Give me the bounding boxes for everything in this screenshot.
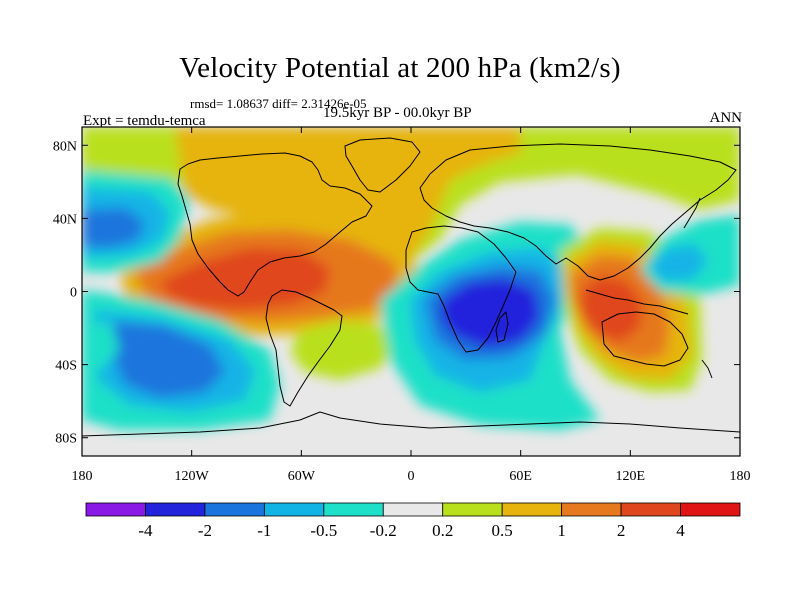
layer-north-pacific-neg-1: [82, 208, 145, 248]
colorbar-label: 4: [676, 521, 685, 540]
plot-title: Velocity Potential at 200 hPa (km2/s): [179, 52, 621, 84]
coast-madagascar: [495, 311, 509, 343]
layer-west-atlantic-neg: [82, 320, 120, 370]
coast-eurasia: [419, 143, 737, 281]
lon-tick-label: 180: [730, 469, 751, 484]
colorbar-label: 2: [617, 521, 626, 540]
lat-tick-label: 80N: [53, 139, 77, 154]
layer-south-atlantic-pos: [290, 320, 400, 380]
colorbar-label: 0.2: [432, 521, 453, 540]
lon-tick-label: 60E: [509, 469, 532, 484]
colorbar-swatch: [263, 502, 325, 517]
lon-tick-label: 0: [408, 469, 415, 484]
lat-tick-label: 80S: [55, 432, 77, 447]
colorbar-label: -2: [198, 521, 212, 540]
layer-arctic-asia-pos: [520, 127, 740, 210]
coast-south-america: [265, 289, 343, 407]
coast-japan: [683, 197, 701, 229]
coast-greenland: [344, 137, 421, 193]
lon-tick-label: 120W: [175, 469, 210, 484]
period-label: 19.5kyr BP - 00.0kyr BP: [323, 105, 472, 121]
coast-new-zealand: [701, 359, 713, 379]
coast-antarctica: [82, 411, 740, 437]
colorbar-swatch: [145, 502, 206, 517]
coastlines: [82, 137, 740, 437]
colorbar-swatch: [204, 502, 265, 517]
colorbar-label: -4: [138, 521, 153, 540]
colorbar-swatch: [680, 502, 741, 517]
colorbar-label: 0.5: [492, 521, 513, 540]
colorbar-swatch: [501, 502, 563, 517]
colorbar-label: -1: [257, 521, 271, 540]
colorbar-swatch: [620, 502, 681, 517]
longitude-axis: 180 120W 60W 0 60E 120E 180: [72, 127, 751, 484]
lon-tick-label: 180: [72, 469, 93, 484]
coast-indonesia: [585, 289, 689, 315]
experiment-label: Expt = temdu-temca: [83, 113, 206, 129]
lat-tick-label: 40N: [53, 212, 77, 227]
colorbar: -4 -2 -1 -0.5 -0.2 0.2 0.5 1 2 4: [85, 502, 741, 540]
coast-north-america: [177, 152, 373, 297]
colorbar-label: 1: [557, 521, 566, 540]
coast-australia: [601, 311, 689, 367]
colorbar-swatch: [561, 502, 622, 517]
lon-tick-label: 120E: [616, 469, 646, 484]
colorbar-swatch: [85, 502, 146, 517]
latitude-axis: 80N 40N 0 40S 80S: [53, 139, 740, 447]
layer-indian-ocean-neg-2: [440, 278, 540, 348]
lat-tick-label: 40S: [55, 359, 77, 374]
layer-americas-pos-2: [160, 248, 330, 310]
layer-nw-pacific-neg-0.5: [648, 244, 708, 282]
coast-africa: [405, 225, 517, 353]
colorbar-label: -0.5: [310, 521, 337, 540]
colorbar-label: -0.2: [370, 521, 397, 540]
anomaly-layers: [82, 127, 740, 430]
layer-south-pacific-neg-1: [110, 322, 225, 398]
colorbar-swatch: [442, 502, 503, 517]
lat-tick-label: 0: [70, 286, 77, 301]
stats-line: rmsd= 1.08637 diff= 2.31426e-05: [190, 96, 367, 111]
colorbar-swatch: [323, 502, 384, 517]
season-label: ANN: [709, 110, 743, 126]
map-field: [82, 127, 740, 456]
layer-high-lat-pos-0.5: [175, 127, 560, 268]
colorbar-swatch: [382, 502, 444, 517]
lon-tick-label: 60W: [288, 469, 316, 484]
